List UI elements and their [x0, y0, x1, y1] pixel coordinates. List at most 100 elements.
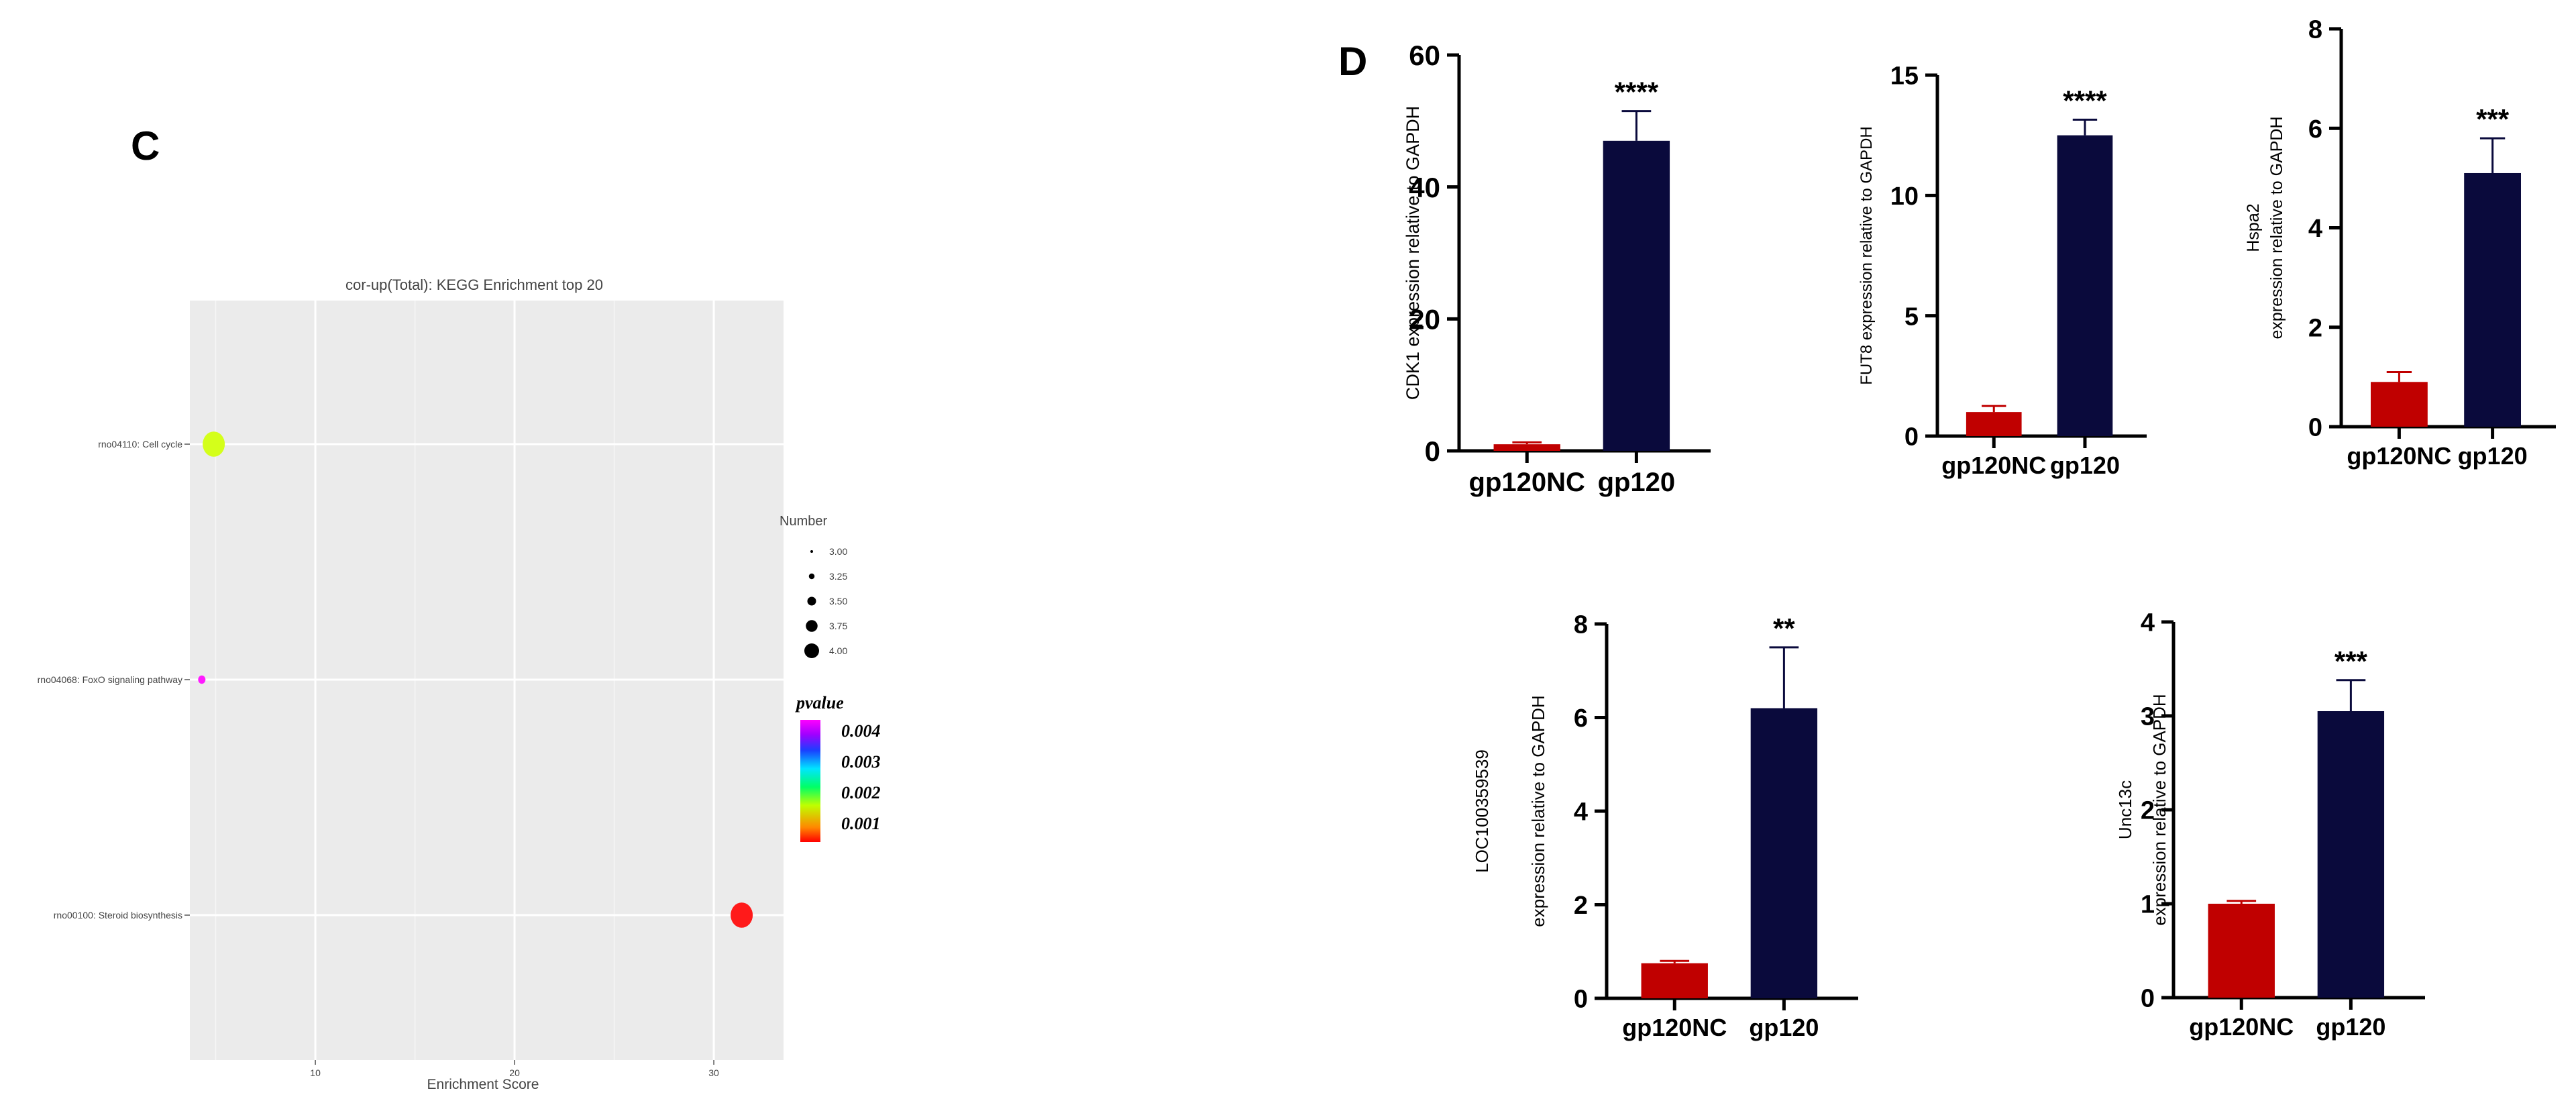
y-axis-label: Unc13c: [2115, 780, 2135, 839]
kegg-bubble: [731, 902, 753, 928]
kegg-x-tick-label: 30: [708, 1067, 719, 1078]
color-legend-label: 0.001: [841, 814, 881, 833]
bar-gp120: [1603, 140, 1670, 452]
y-axis-label: expression relative to GAPDH: [1528, 695, 1548, 927]
color-legend-items: 0.004 0.003 0.002 0.001: [841, 721, 881, 833]
size-legend-dot: [810, 550, 813, 553]
x-tick-label: gp120: [1598, 468, 1676, 497]
kegg-bubble: [203, 431, 225, 457]
size-legend-label: 3.75: [829, 621, 847, 631]
color-legend: pvalue 0.004 0.003 0.002 0.001: [795, 693, 881, 842]
kegg-points: [198, 431, 753, 928]
y-tick-label: 4: [2308, 215, 2322, 243]
y-tick-label: 60: [1409, 40, 1440, 71]
bar-gp120NC: [1641, 963, 1708, 998]
y-tick-label: 0: [1904, 423, 1919, 452]
y-tick-label: 0: [1574, 986, 1588, 1014]
x-tick-label: gp120: [2050, 452, 2120, 479]
bar-gp120: [1750, 708, 1818, 998]
y-tick-label: 1: [2141, 891, 2155, 919]
kegg-chart-title: cor-up(Total): KEGG Enrichment top 20: [345, 276, 603, 293]
significance-stars: ***: [2334, 645, 2368, 677]
size-legend-label: 3.25: [829, 571, 847, 582]
size-legend-label: 3.50: [829, 596, 847, 607]
kegg-y-labels: rno04110: Cell cycle rno04068: FoxO signa…: [38, 439, 190, 920]
bar-chart-4: 0 2 4 6 8 LOC100359539 expression relative to …: [1472, 611, 1858, 1041]
x-tick-label: gp120: [2316, 1013, 2385, 1041]
bar-gp120NC: [1493, 444, 1560, 451]
kegg-grid: [190, 301, 784, 1060]
y-tick-label: 3: [2141, 703, 2155, 731]
bar-gp120NC: [2371, 382, 2428, 427]
bar-chart-2: 0 5 10 15 FUT8 expression relative to GAPDH g…: [1858, 62, 2147, 479]
y-tick-label: 2: [1574, 892, 1588, 920]
y-tick-label: 0: [1425, 435, 1440, 467]
bar-gp120: [2317, 711, 2385, 998]
x-tick-label: gp120: [2458, 442, 2528, 470]
bar-gp120: [2464, 172, 2521, 427]
y-tick-label: 15: [1890, 62, 1919, 91]
y-tick-label: 0: [2141, 985, 2155, 1013]
bar-chart-5: 0 1 2 3 4 Unc13c expression relative to GAPDH g…: [2115, 609, 2425, 1041]
panel-c-letter: C: [131, 123, 160, 168]
size-legend-dot: [808, 573, 815, 580]
size-legend-label: 4.00: [829, 645, 847, 656]
y-tick-label: 2: [2308, 314, 2322, 342]
y-axis-label: CDK1 expression relative to GAPDH: [1403, 106, 1423, 400]
size-legend-dot: [806, 620, 818, 632]
color-legend-gradient-bar: [800, 720, 820, 842]
y-tick-label: 4: [2141, 609, 2155, 637]
y-axis-label: FUT8 expression relative to GAPDH: [1858, 126, 1876, 384]
x-tick-label: gp120: [1749, 1014, 1819, 1041]
size-legend-title: Number: [780, 514, 827, 529]
y-axis-label: expression relative to GAPDH: [2149, 694, 2169, 925]
y-tick-label: 8: [2308, 16, 2322, 44]
y-tick-label: 6: [2308, 115, 2322, 144]
y-tick-label: 10: [1890, 182, 1919, 211]
kegg-bubble-chart: cor-up(Total): KEGG Enrichment top 20 rn…: [38, 276, 881, 1092]
size-legend-label: 3.00: [829, 546, 847, 557]
kegg-x-axis-label: Enrichment Score: [427, 1077, 539, 1092]
kegg-pathway-label: rno04110: Cell cycle: [98, 439, 182, 450]
bar-chart-3: 0 2 4 6 8 Hspa2 expression relative to GAPDH gp…: [2244, 16, 2556, 470]
size-legend-dot: [807, 596, 816, 606]
bar-gp120NC: [2208, 904, 2275, 998]
y-tick-label: 0: [2308, 414, 2322, 442]
size-legend: Number 3.00 3.25 3.50 3.75 4.00: [780, 514, 847, 658]
color-legend-label: 0.003: [841, 752, 881, 772]
color-legend-title: pvalue: [795, 693, 844, 713]
kegg-pathway-label: rno04068: FoxO signaling pathway: [38, 674, 182, 685]
kegg-pathway-label: rno00100: Steroid biosynthesis: [54, 910, 182, 920]
y-tick-label: 8: [1574, 611, 1588, 639]
y-tick-label: 40: [1409, 172, 1440, 203]
y-axis-label: Hspa2: [2244, 203, 2263, 252]
y-tick-label: 20: [1409, 303, 1440, 335]
color-legend-label: 0.002: [841, 783, 881, 802]
bar-gp120: [2057, 135, 2113, 436]
bar-gp120NC: [1966, 412, 2022, 436]
kegg-bubble: [198, 675, 206, 684]
y-tick-label: 6: [1574, 704, 1588, 733]
y-tick-label: 5: [1904, 303, 1919, 331]
x-tick-label: gp120NC: [2189, 1013, 2294, 1041]
y-axis-label: expression relative to GAPDH: [2267, 116, 2286, 339]
significance-stars: ***: [2476, 103, 2510, 135]
x-tick-label: gp120NC: [1622, 1014, 1727, 1041]
y-tick-label: 2: [2141, 797, 2155, 825]
size-legend-dot: [804, 643, 819, 658]
significance-stars: **: [1773, 613, 1795, 644]
bar-chart-1: 0 20 40 60 CDK1 expression relative to GAPDH…: [1403, 40, 1711, 497]
significance-stars: ****: [2063, 85, 2107, 116]
panel-d-letter: D: [1338, 39, 1367, 84]
y-axis-label: LOC100359539: [1472, 749, 1492, 873]
color-legend-label: 0.004: [841, 721, 881, 741]
kegg-x-tick-label: 20: [509, 1067, 520, 1078]
kegg-x-ticks: 10 20 30: [310, 1060, 719, 1078]
x-tick-label: gp120NC: [1469, 468, 1585, 497]
size-legend-items: 3.00 3.25 3.50 3.75 4.00: [804, 546, 847, 658]
x-tick-label: gp120NC: [2347, 442, 2451, 470]
x-tick-label: gp120NC: [1941, 452, 2046, 479]
kegg-x-tick-label: 10: [310, 1067, 321, 1078]
